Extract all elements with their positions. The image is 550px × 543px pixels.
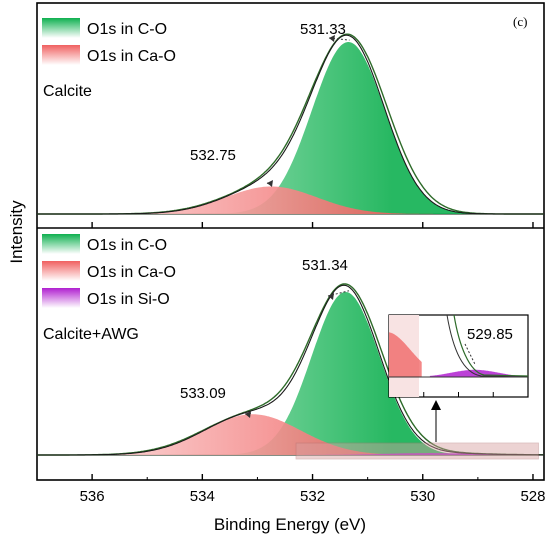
y-axis-label: Intensity bbox=[7, 200, 26, 264]
plot-frame bbox=[36, 2, 545, 481]
legend-c-o-label: O1s in C-O bbox=[87, 237, 167, 254]
legend-c-o-swatch bbox=[42, 18, 80, 38]
calcite-panel: O1s in C-O O1s in Ca-O Calcite 531.33 532.75 bbox=[37, 18, 544, 215]
sample-label: Calcite bbox=[43, 83, 92, 100]
peak-annotation: 531.34 bbox=[302, 257, 348, 274]
x-tick-label: 532 bbox=[300, 488, 325, 505]
annotation-leader bbox=[328, 37, 350, 41]
legend-c-o-swatch bbox=[42, 234, 80, 254]
annotation-arrowhead bbox=[329, 35, 335, 42]
inset-arrowhead bbox=[431, 400, 441, 410]
annotation-arrowhead bbox=[267, 180, 273, 187]
annotation-arrowhead bbox=[328, 293, 334, 300]
x-tick-label: 534 bbox=[190, 488, 215, 505]
peak-annotation: 533.09 bbox=[180, 385, 226, 402]
area-c_o bbox=[37, 42, 544, 214]
fitted-envelope bbox=[37, 284, 544, 456]
peak-annotation: 531.33 bbox=[300, 21, 346, 38]
legend-ca-o-swatch bbox=[42, 45, 80, 65]
legend-ca-o-label: O1s in Ca-O bbox=[87, 48, 176, 65]
legend-ca-o-label: O1s in Ca-O bbox=[87, 264, 176, 281]
x-tick-label: 530 bbox=[410, 488, 435, 505]
inset-ca-o-area bbox=[389, 332, 422, 377]
inset-envelope bbox=[453, 314, 529, 377]
area-si_o bbox=[37, 453, 544, 455]
fitted-envelope bbox=[37, 34, 544, 215]
x-axis-ticks: 536 534 532 530 528 bbox=[36, 222, 545, 505]
annotation-leader bbox=[327, 290, 350, 297]
annotation-arrowhead bbox=[245, 411, 251, 418]
inset-source-box bbox=[295, 442, 539, 460]
legend-c-o-label: O1s in C-O bbox=[87, 21, 167, 38]
area-c_o bbox=[37, 292, 544, 455]
sample-label: Calcite+AWG bbox=[43, 326, 139, 343]
x-axis-label: Binding Energy (eV) bbox=[214, 515, 366, 534]
panel-label: (c) bbox=[513, 14, 527, 29]
calcite-awg-panel: O1s in C-O O1s in Ca-O O1s in Si-O Calcite+… bbox=[37, 234, 545, 460]
peak-annotation-si-o: 529.85 bbox=[467, 326, 513, 343]
area-ca_o bbox=[37, 186, 544, 214]
inset-fit-line bbox=[446, 314, 529, 378]
x-tick-label: 528 bbox=[520, 488, 545, 505]
legend-si-o-swatch bbox=[42, 288, 80, 308]
inset-zoom: 529.85 bbox=[388, 314, 529, 398]
peak-annotation: 532.75 bbox=[190, 147, 236, 164]
x-tick-label: 536 bbox=[80, 488, 105, 505]
area-ca_o bbox=[37, 414, 544, 455]
legend-si-o-label: O1s in Si-O bbox=[87, 291, 170, 308]
legend-ca-o-swatch bbox=[42, 261, 80, 281]
